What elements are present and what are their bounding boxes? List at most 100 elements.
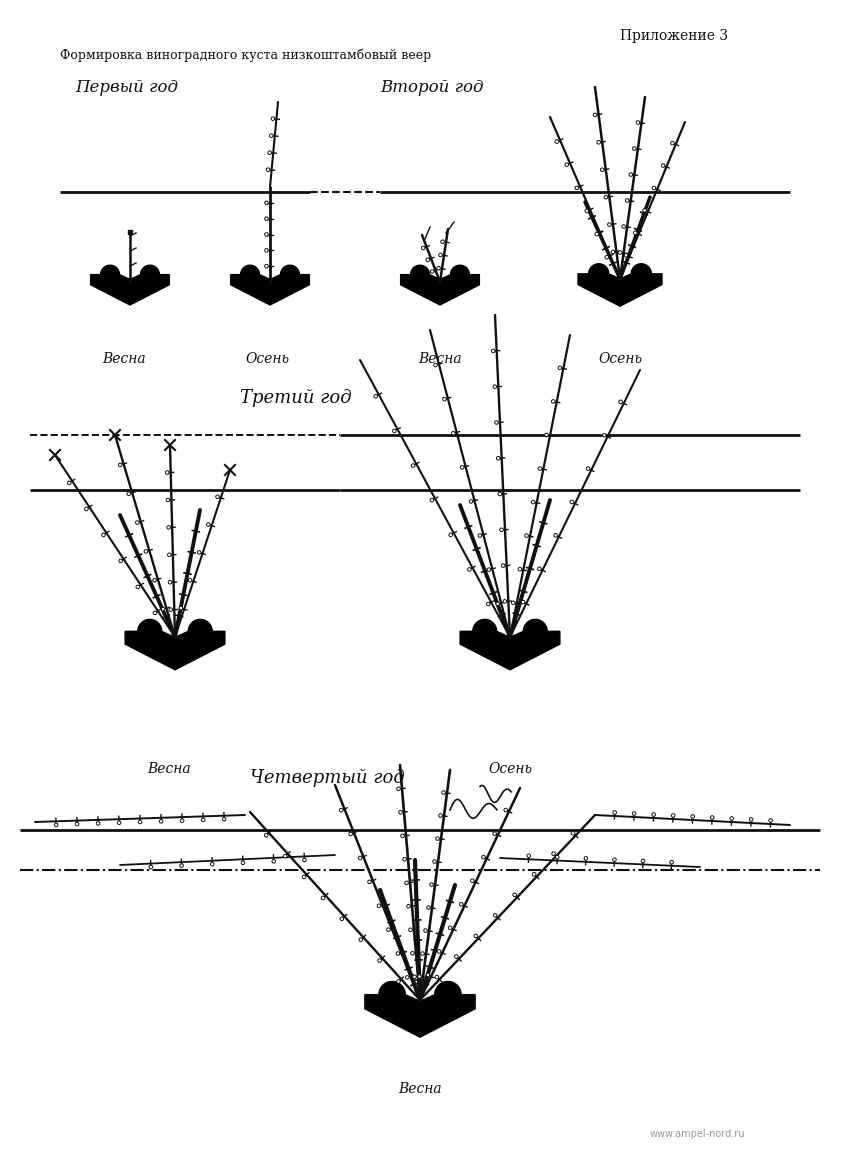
Circle shape (119, 559, 122, 562)
Circle shape (166, 499, 170, 502)
Circle shape (497, 457, 500, 460)
Circle shape (159, 819, 163, 823)
Circle shape (474, 934, 477, 937)
Circle shape (433, 860, 436, 863)
Circle shape (629, 172, 632, 176)
Circle shape (152, 578, 157, 582)
Text: Приложение 3: Приложение 3 (620, 29, 728, 43)
Circle shape (180, 819, 184, 823)
Circle shape (487, 603, 490, 606)
Circle shape (730, 817, 733, 820)
Text: Первый год: Первый год (75, 79, 178, 96)
Circle shape (624, 253, 628, 257)
Circle shape (429, 883, 434, 886)
Circle shape (594, 113, 597, 117)
Circle shape (552, 399, 555, 404)
Circle shape (437, 266, 440, 270)
Circle shape (443, 397, 446, 401)
Circle shape (531, 500, 535, 504)
Circle shape (632, 147, 637, 150)
Polygon shape (125, 619, 225, 670)
Circle shape (556, 855, 559, 858)
Circle shape (153, 611, 157, 614)
Circle shape (180, 864, 184, 868)
Circle shape (189, 578, 192, 582)
Circle shape (711, 816, 714, 819)
Circle shape (632, 812, 636, 816)
Text: Третий год: Третий год (240, 389, 352, 407)
Circle shape (264, 216, 269, 221)
Circle shape (603, 434, 606, 437)
Circle shape (102, 533, 105, 537)
Circle shape (493, 914, 497, 918)
Circle shape (197, 551, 201, 554)
Circle shape (340, 918, 344, 921)
Circle shape (408, 928, 413, 931)
Circle shape (555, 140, 558, 143)
Circle shape (554, 533, 557, 537)
Circle shape (435, 837, 440, 840)
Text: Весна: Весна (102, 352, 146, 366)
Circle shape (266, 168, 270, 171)
Circle shape (397, 787, 400, 790)
Circle shape (492, 349, 495, 353)
Circle shape (537, 567, 541, 570)
Circle shape (264, 833, 268, 837)
Circle shape (359, 938, 363, 942)
Circle shape (264, 264, 269, 268)
Text: Четвертый год: Четвертый год (250, 769, 405, 787)
Circle shape (241, 861, 245, 864)
Circle shape (605, 256, 609, 259)
Circle shape (637, 120, 640, 124)
Circle shape (442, 790, 445, 795)
Circle shape (264, 233, 269, 236)
Text: Второй год: Второй год (380, 79, 483, 96)
Circle shape (264, 201, 269, 205)
Circle shape (570, 500, 573, 503)
Polygon shape (578, 264, 662, 307)
Circle shape (434, 363, 437, 367)
Circle shape (471, 879, 474, 883)
Circle shape (426, 973, 429, 977)
Circle shape (418, 974, 421, 979)
Circle shape (117, 821, 121, 825)
Circle shape (268, 150, 271, 155)
Circle shape (412, 464, 415, 467)
Circle shape (167, 525, 170, 529)
Circle shape (600, 168, 604, 171)
Circle shape (339, 809, 343, 812)
Text: Осень: Осень (245, 352, 289, 366)
Polygon shape (401, 265, 479, 305)
Circle shape (271, 117, 274, 120)
Circle shape (586, 466, 590, 471)
Circle shape (501, 563, 505, 567)
Circle shape (401, 834, 404, 838)
Circle shape (75, 823, 79, 826)
Circle shape (571, 832, 575, 835)
Circle shape (440, 239, 445, 243)
Circle shape (421, 952, 424, 956)
Circle shape (411, 951, 414, 955)
Circle shape (424, 929, 428, 933)
Circle shape (633, 231, 637, 235)
Circle shape (538, 466, 541, 471)
Text: Весна: Весна (147, 762, 190, 776)
Polygon shape (231, 265, 309, 305)
Circle shape (769, 819, 772, 823)
Circle shape (527, 854, 530, 857)
Circle shape (96, 821, 100, 825)
Circle shape (216, 495, 219, 499)
Polygon shape (365, 981, 475, 1037)
Circle shape (206, 523, 210, 526)
Circle shape (482, 855, 485, 858)
Circle shape (498, 492, 502, 496)
Circle shape (565, 163, 568, 167)
Circle shape (67, 481, 71, 485)
Circle shape (349, 832, 353, 835)
Circle shape (427, 906, 430, 909)
Circle shape (511, 600, 515, 605)
Circle shape (264, 249, 269, 252)
Circle shape (575, 186, 578, 190)
Circle shape (493, 832, 497, 835)
Circle shape (422, 246, 425, 250)
